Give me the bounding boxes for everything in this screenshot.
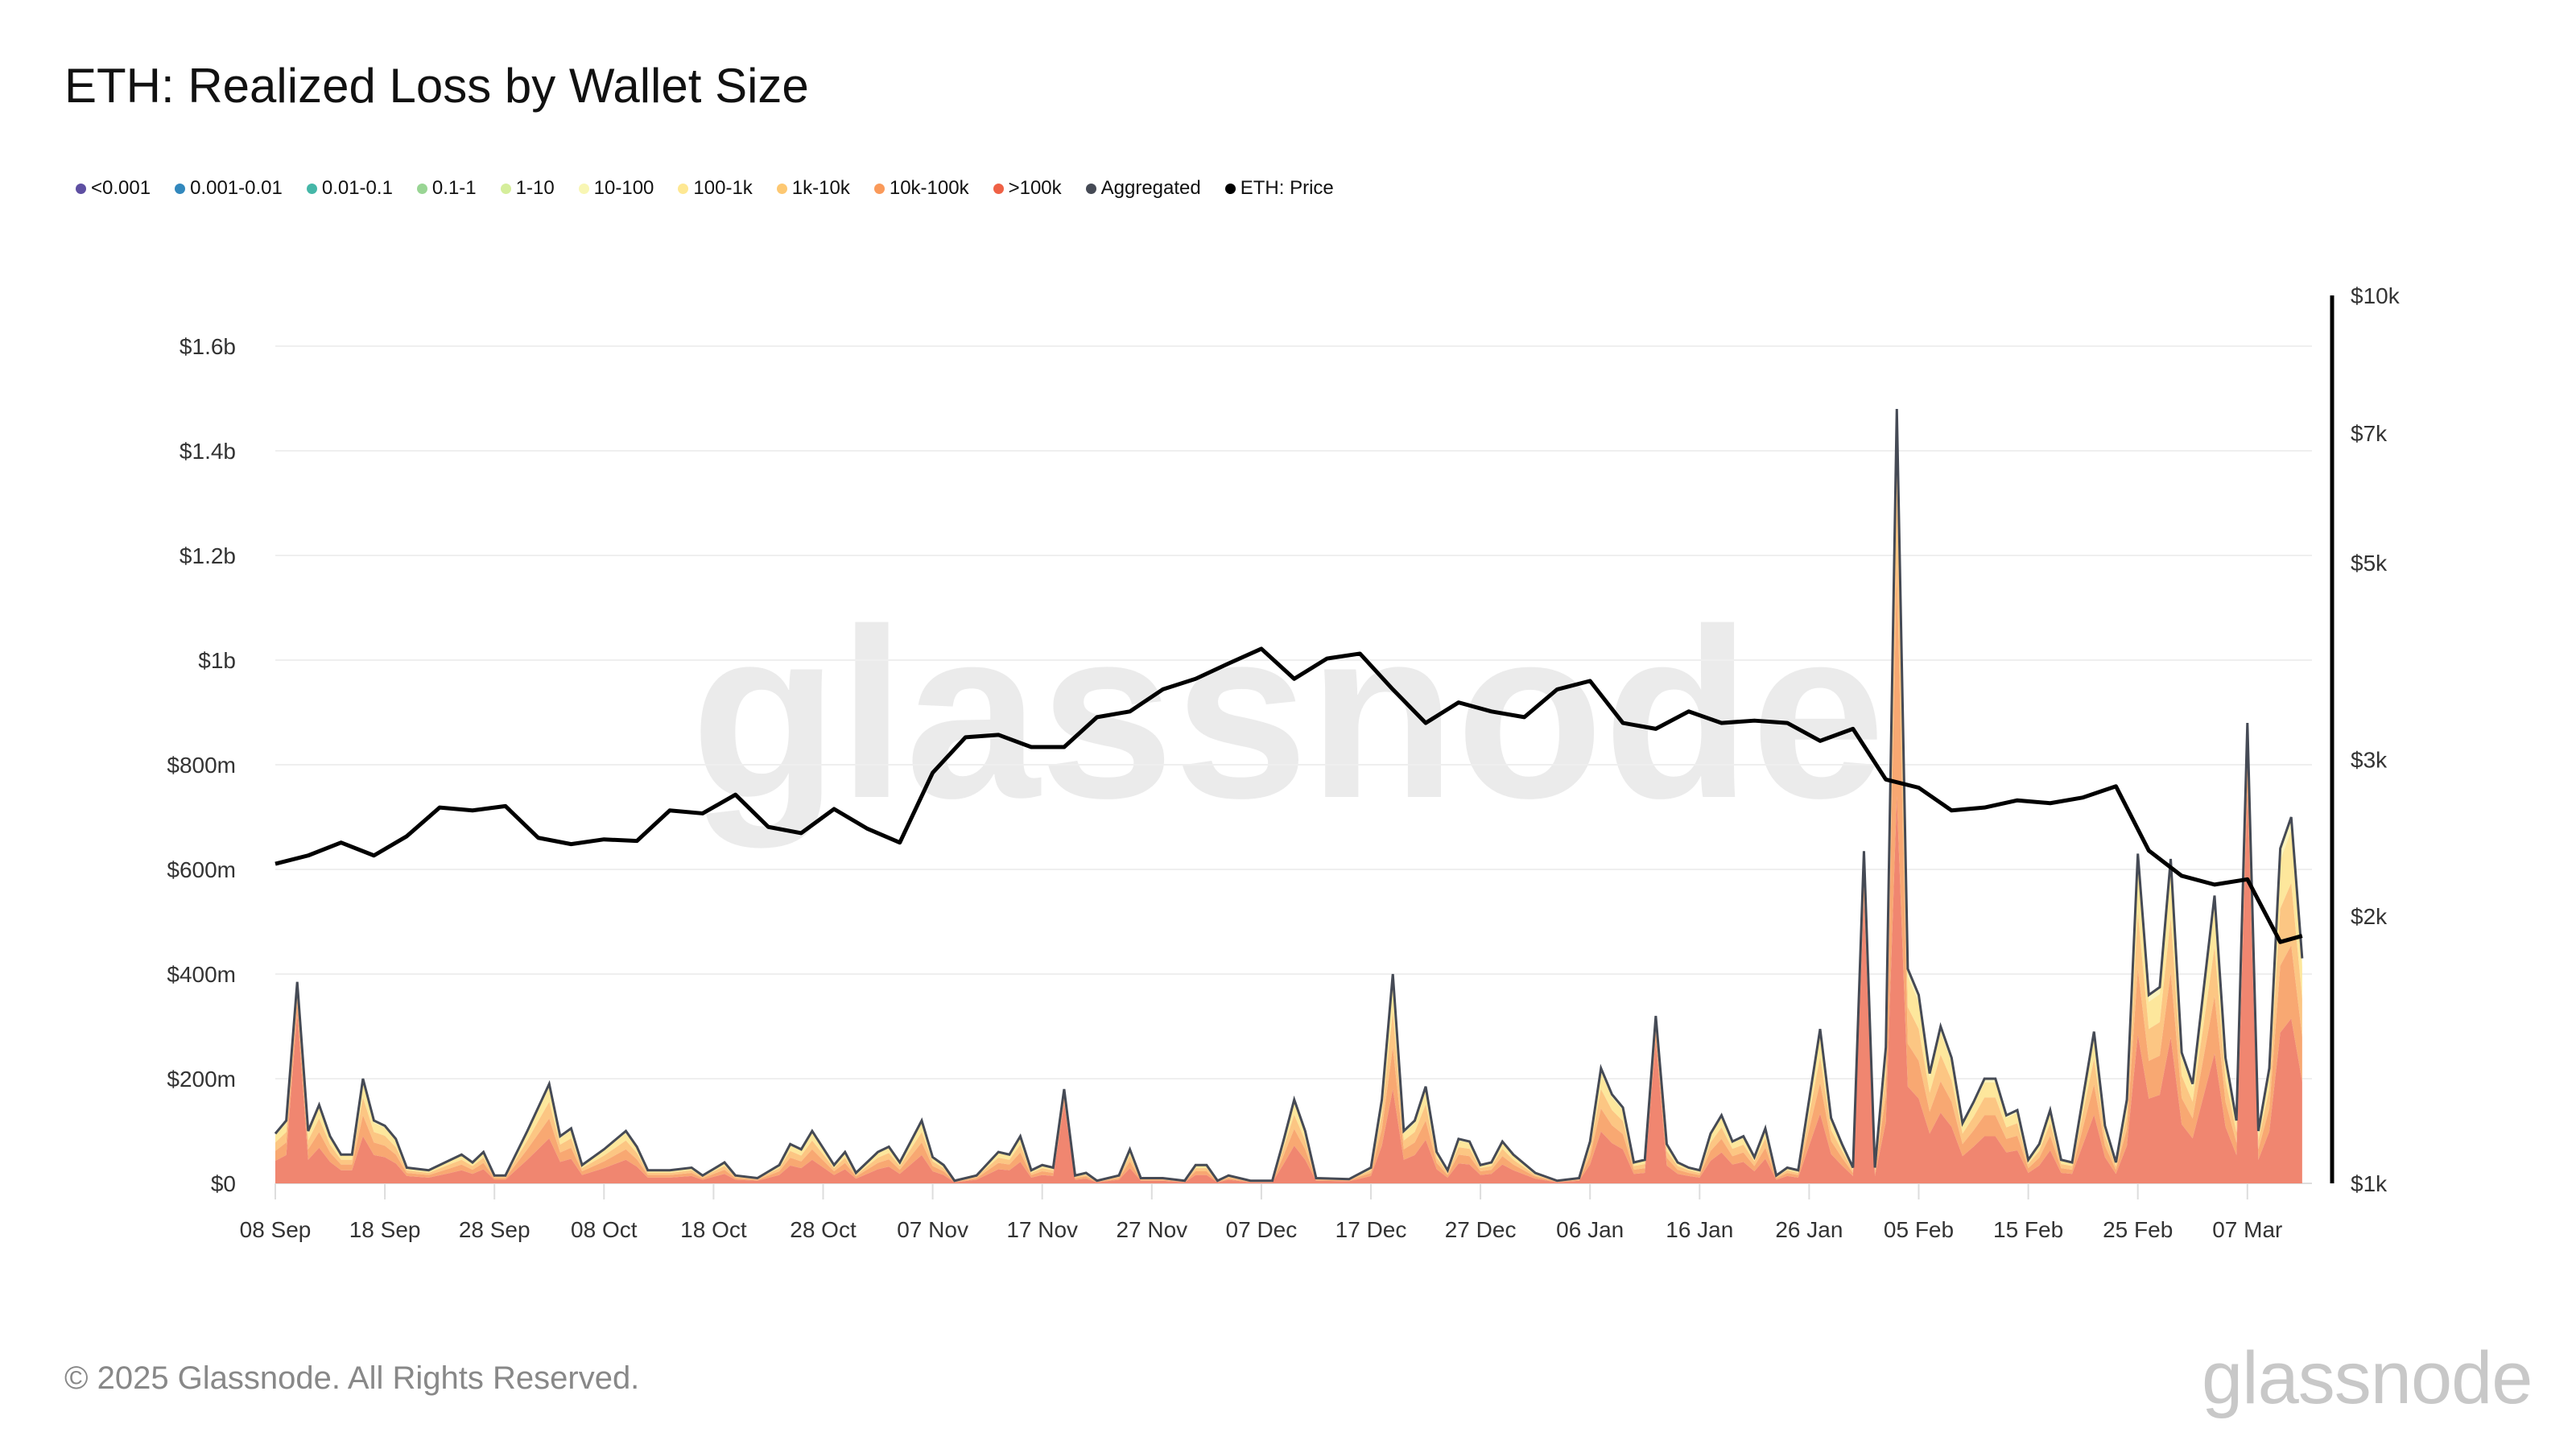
x-tick-label: 16 Jan [1666,1217,1733,1242]
legend-label: <0.001 [91,177,151,199]
chart-title: ETH: Realized Loss by Wallet Size [64,59,809,113]
legend-item[interactable]: 0.001-0.01 [175,177,283,200]
legend-dot-icon [306,183,317,194]
y-left-tick-label: $0 [211,1171,236,1196]
x-tick-label: 25 Feb [2103,1217,2173,1242]
legend-dot-icon [776,183,787,194]
x-tick-label: 28 Oct [790,1217,857,1242]
legend-label: 10k-100k [889,177,969,199]
y-left-tick-label: $200m [167,1067,236,1092]
y-left-tick-label: $400m [167,962,236,987]
legend-item[interactable]: 1-10 [500,177,555,200]
legend-label: 1k-10k [791,177,850,199]
y-left-tick-label: $800m [167,753,236,778]
x-tick-label: 06 Jan [1556,1217,1624,1242]
legend-dot-icon [1085,183,1096,194]
legend-dot-icon [993,183,1004,194]
y-left-tick-label: $1.6b [180,334,236,359]
series-lines [274,408,2304,1183]
legend-dot-icon [578,183,589,194]
legend-item[interactable]: 0.1-1 [416,177,477,200]
x-tick-label: 18 Sep [349,1217,421,1242]
legend-dot-icon [1224,183,1236,194]
legend-dot-icon [76,183,86,194]
legend-dot-icon [873,183,885,194]
y-right-tick-label: $2k [2351,904,2388,929]
legend-item[interactable]: <0.001 [76,177,151,200]
legend-item[interactable]: 100-1k [678,177,753,200]
legend-dot-icon [175,183,186,194]
legend-label: 0.001-0.01 [190,177,283,199]
x-tick-label: 07 Nov [897,1217,968,1242]
y-right-tick-label: $1k [2351,1171,2388,1196]
legend-label: 100-1k [693,177,753,199]
x-tick-label: 28 Sep [459,1217,530,1242]
legend-dot-icon [500,183,511,194]
legend-label: 0.01-0.1 [321,177,393,199]
legend-item[interactable]: 10-100 [578,177,654,200]
x-tick-label: 07 Mar [2212,1217,2282,1242]
y-right-tick-label: $3k [2351,748,2388,773]
y-left-tick-label: $1b [198,648,236,673]
x-tick-label: 17 Nov [1006,1217,1078,1242]
legend-label: 1-10 [515,177,555,199]
y-left-tick-label: $600m [167,857,236,882]
legend-item[interactable]: 10k-100k [873,177,969,200]
y-right-tick-label: $7k [2351,421,2388,446]
y-left-tick-label: $1.4b [180,439,236,464]
legend-item[interactable]: Aggregated [1085,177,1201,200]
copyright-footer: © 2025 Glassnode. All Rights Reserved. [64,1360,640,1396]
x-tick-label: 27 Dec [1445,1217,1517,1242]
x-tick-label: 15 Feb [1993,1217,2063,1242]
area-gt100k [275,791,2302,1183]
x-tick-label: 27 Nov [1116,1217,1187,1242]
aggregated-line [274,408,2304,1183]
eth-price-line [275,646,2303,944]
area-10k-100k [275,564,2302,1183]
grid [275,345,2312,1184]
area-1k-10k [275,470,2302,1183]
x-tick-label: 05 Feb [1884,1217,1954,1242]
y-right-tick-label: $10k [2351,283,2401,308]
legend-item[interactable]: 1k-10k [776,177,850,200]
y-left-tick-label: $1.2b [180,543,236,568]
legend-item[interactable]: 0.01-0.1 [306,177,393,200]
glassnode-logo: glassnode [2202,1337,2533,1419]
x-tick-label: 08 Oct [571,1217,638,1242]
legend-dot-icon [678,183,689,194]
legend-label: ETH: Price [1240,177,1334,199]
axes: $0 $200m $400m $600m $800m $1b $1.2b $1.4b $1.6b… [167,283,2400,1242]
legend-label: 10-100 [593,177,654,199]
x-tick-label: 17 Dec [1335,1217,1407,1242]
x-tick-label: 08 Sep [240,1217,312,1242]
legend-item[interactable]: ETH: Price [1224,177,1334,200]
legend: <0.001 0.001-0.01 0.01-0.1 0.1-1 1-10 10-100 1… [76,177,1358,200]
legend-dot-icon [416,183,427,194]
watermark: glassnode [691,578,1885,850]
stacked-areas [275,409,2302,1183]
legend-item[interactable]: >100k [993,177,1062,200]
legend-label: >100k [1008,177,1062,199]
x-tick-label: 18 Oct [680,1217,747,1242]
x-tick-label: 26 Jan [1775,1217,1843,1242]
x-tick-label: 07 Dec [1226,1217,1298,1242]
legend-label: Aggregated [1100,177,1201,199]
y-right-tick-label: $5k [2351,551,2388,576]
legend-label: 0.1-1 [431,177,477,199]
